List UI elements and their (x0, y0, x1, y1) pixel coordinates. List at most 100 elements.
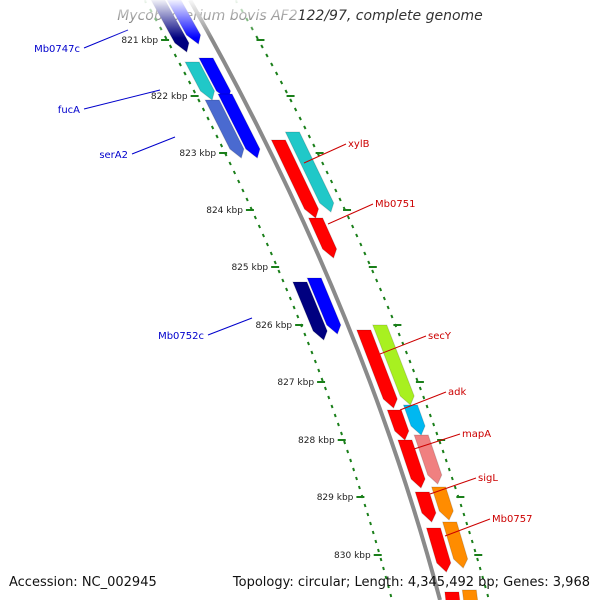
tick-dot (374, 539, 378, 544)
tick-dot (284, 89, 288, 94)
tick-dot (285, 287, 289, 292)
tick-label: 824 kbp (206, 206, 243, 216)
tick-dot (438, 440, 442, 445)
tick-dot (265, 242, 269, 247)
gene-label: Mb0752c (158, 331, 204, 342)
gene-feature (306, 277, 342, 335)
tick-dot (453, 485, 457, 490)
tick-dot (323, 386, 327, 391)
tick-dot (366, 512, 370, 517)
tick-dot (215, 134, 219, 139)
tick-dot (386, 305, 390, 310)
inner-tick-track (144, 0, 393, 598)
tick-dot (371, 269, 375, 274)
tick-dot (289, 98, 293, 103)
gene-feature (217, 93, 261, 159)
gene-feature-sigl (430, 486, 454, 521)
tick-dot (261, 233, 266, 238)
gene-feature (397, 439, 426, 489)
tick-dot (369, 521, 372, 526)
tick-dot (241, 188, 245, 193)
tick-dot (357, 485, 361, 490)
tick-dot (408, 359, 412, 364)
tick-dot (346, 449, 350, 454)
gene-feature (461, 589, 479, 600)
tick-dot (459, 503, 463, 508)
gene-feature-secy (372, 324, 415, 406)
tick-dot (306, 341, 310, 346)
tick-label: 822 kbp (151, 92, 188, 102)
tick-dot (330, 404, 334, 409)
tick-dot (333, 413, 337, 418)
tick-dot (303, 332, 307, 337)
tick-dot (397, 332, 401, 337)
tick-dot (389, 593, 393, 598)
tick-label: 828 kbp (298, 436, 335, 446)
tick-dot (270, 62, 274, 67)
tick-dot (183, 71, 187, 76)
tick-dot (450, 476, 454, 481)
gene-label: Mb0751 (375, 199, 415, 210)
tick-dot (418, 386, 422, 391)
accession-text: Accession: NC_002945 (9, 575, 157, 590)
tick-dot (371, 530, 375, 535)
tick-dot (363, 503, 367, 508)
tick-dot (363, 251, 367, 256)
gene-feature-sera2 (204, 99, 245, 159)
gene-label-leader (429, 477, 477, 495)
tick-dot (288, 296, 292, 301)
gene-label: Mb0747c (34, 44, 80, 55)
tick-dot (428, 413, 432, 418)
tick-dot (312, 143, 316, 148)
gene-label: secY (428, 331, 452, 342)
tick-dot (336, 422, 340, 427)
tick-dot (355, 476, 358, 481)
gene-label-leader (327, 203, 374, 225)
gene-label: adk (448, 387, 466, 398)
tick-dot (338, 197, 342, 202)
tick-dot (411, 368, 415, 373)
tick-dot (349, 458, 353, 463)
tick-dot (355, 233, 359, 238)
tick-dot (232, 170, 237, 175)
tick-dot (481, 575, 485, 580)
tick-dot (168, 44, 173, 49)
gene-feature-fuca (184, 61, 216, 101)
tick-dot (197, 98, 201, 103)
gene-feature-adk (402, 404, 426, 436)
gene-label-leader (303, 143, 347, 164)
tick-dot (210, 125, 215, 130)
tick-dot (329, 179, 334, 184)
gene-feature-mb0757 (442, 521, 469, 569)
tick-dot (325, 170, 329, 175)
tick-dot (468, 530, 471, 535)
tick-dot (334, 188, 338, 193)
tick-dot (432, 422, 436, 427)
tick-dot (237, 179, 241, 184)
gene-label: Mb0757 (492, 514, 532, 525)
gene-label: xylB (348, 139, 370, 150)
gene-feature-mapa (413, 434, 443, 485)
tick-dot (281, 278, 285, 283)
top-fade (100, 0, 300, 38)
tick-dot (187, 80, 192, 85)
tick-dot (352, 467, 356, 472)
tick-dot (265, 53, 269, 58)
tick-label: 823 kbp (179, 149, 216, 159)
gene-feature-mb0751 (307, 217, 338, 259)
tick-dot (343, 440, 347, 445)
gene-feature-mb0752c (292, 281, 328, 341)
tick-dot (178, 62, 182, 67)
tick-dot (274, 71, 279, 76)
gene-features (150, 0, 479, 600)
tick-dot (257, 224, 261, 229)
tick-dot (219, 143, 224, 148)
tick-dot (375, 278, 379, 283)
tick-label: 826 kbp (255, 321, 292, 331)
tick-dot (277, 269, 281, 274)
tick-dot (367, 260, 371, 265)
tick-dot (378, 287, 383, 292)
tick-dot (476, 557, 479, 562)
tick-label: 825 kbp (231, 263, 268, 273)
